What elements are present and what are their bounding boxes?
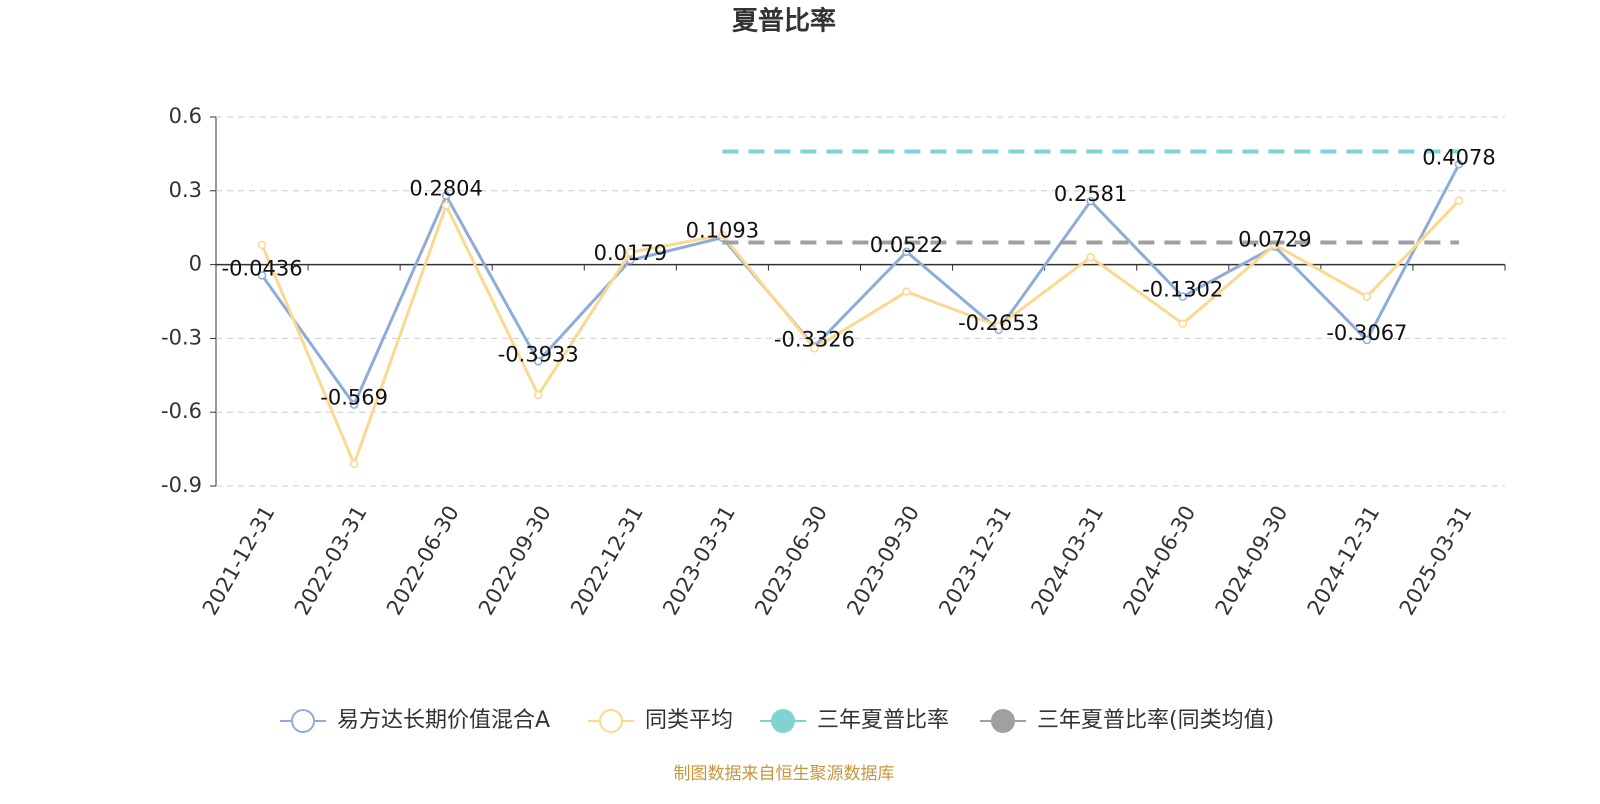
legend-label: 三年夏普比率 bbox=[817, 708, 949, 733]
x-tick-label: 2021-12-31 bbox=[198, 502, 280, 620]
legend-label: 同类平均 bbox=[645, 708, 733, 733]
data-point bbox=[349, 400, 359, 409]
data-point bbox=[257, 240, 267, 250]
data-point bbox=[1454, 196, 1464, 205]
data-point bbox=[349, 459, 359, 469]
data-label: -0.3067 bbox=[1326, 321, 1407, 345]
data-point bbox=[257, 271, 267, 280]
x-tick-label: 2024-03-31 bbox=[1026, 502, 1108, 620]
x-tick-label: 2023-03-31 bbox=[658, 502, 740, 620]
source-note: 制图数据来自恒生聚源数据库 bbox=[674, 764, 895, 784]
data-point bbox=[441, 191, 451, 200]
data-label: -0.3326 bbox=[774, 327, 855, 351]
data-point bbox=[1086, 252, 1095, 262]
legend-icon bbox=[599, 709, 623, 733]
y-tick-label: -0.6 bbox=[161, 399, 202, 423]
data-label: -0.1302 bbox=[1142, 278, 1223, 302]
series-line bbox=[260, 163, 1461, 408]
data-point bbox=[718, 230, 727, 240]
y-tick-label: -0.3 bbox=[161, 325, 202, 349]
data-point bbox=[1086, 196, 1095, 206]
legend-icon bbox=[771, 709, 795, 733]
data-label: 0.4078 bbox=[1422, 145, 1495, 169]
legend-icon bbox=[991, 709, 1015, 733]
x-tick-label: 2022-12-31 bbox=[566, 502, 648, 620]
x-tick-label: 2023-06-30 bbox=[750, 502, 832, 620]
series-line bbox=[260, 199, 1461, 469]
x-tick-label: 2022-03-31 bbox=[290, 502, 372, 620]
data-point bbox=[902, 247, 911, 257]
data-point bbox=[1178, 292, 1187, 301]
data-label: 0.2581 bbox=[1054, 182, 1127, 206]
data-label: 0.0179 bbox=[594, 241, 667, 265]
x-tick-label: 2024-09-30 bbox=[1211, 502, 1293, 620]
data-point bbox=[1178, 319, 1187, 328]
data-point bbox=[994, 321, 1003, 331]
data-point bbox=[902, 287, 911, 296]
data-label: 0.1093 bbox=[686, 219, 759, 243]
y-tick-label: 0 bbox=[189, 252, 202, 276]
data-point bbox=[626, 248, 635, 257]
legend-label: 三年夏普比率(同类均值) bbox=[1037, 708, 1274, 733]
data-label: -0.2653 bbox=[958, 311, 1039, 335]
x-tick-label: 2022-09-30 bbox=[474, 502, 556, 620]
x-tick-label: 2025-03-31 bbox=[1395, 502, 1477, 620]
data-label: -0.3933 bbox=[498, 342, 579, 366]
data-label: -0.0436 bbox=[222, 256, 303, 280]
x-tick-label: 2022-06-30 bbox=[382, 502, 464, 620]
data-point bbox=[534, 357, 543, 366]
data-point bbox=[534, 390, 543, 400]
y-tick-label: -0.9 bbox=[161, 473, 202, 497]
data-label: 0.2804 bbox=[409, 177, 482, 201]
data-point bbox=[441, 201, 451, 210]
x-tick-label: 2024-06-30 bbox=[1118, 502, 1200, 620]
y-tick-label: 0.6 bbox=[169, 104, 202, 128]
data-point bbox=[1362, 292, 1372, 301]
legend-icon bbox=[291, 709, 315, 733]
legend-label: 易方达长期价值混合A bbox=[337, 708, 550, 733]
data-point bbox=[810, 343, 819, 353]
data-label: -0.569 bbox=[320, 386, 388, 410]
x-tick-label: 2023-09-30 bbox=[842, 501, 924, 619]
data-point bbox=[1362, 335, 1372, 345]
data-label: 0.0522 bbox=[870, 233, 943, 257]
y-tick-label: 0.3 bbox=[169, 178, 202, 202]
data-point bbox=[1454, 160, 1464, 169]
x-tick-label: 2023-12-31 bbox=[934, 502, 1016, 620]
data-label: 0.0729 bbox=[1238, 228, 1311, 252]
x-tick-label: 2024-12-31 bbox=[1303, 502, 1385, 620]
chart-title: 夏普比率 bbox=[732, 6, 836, 37]
